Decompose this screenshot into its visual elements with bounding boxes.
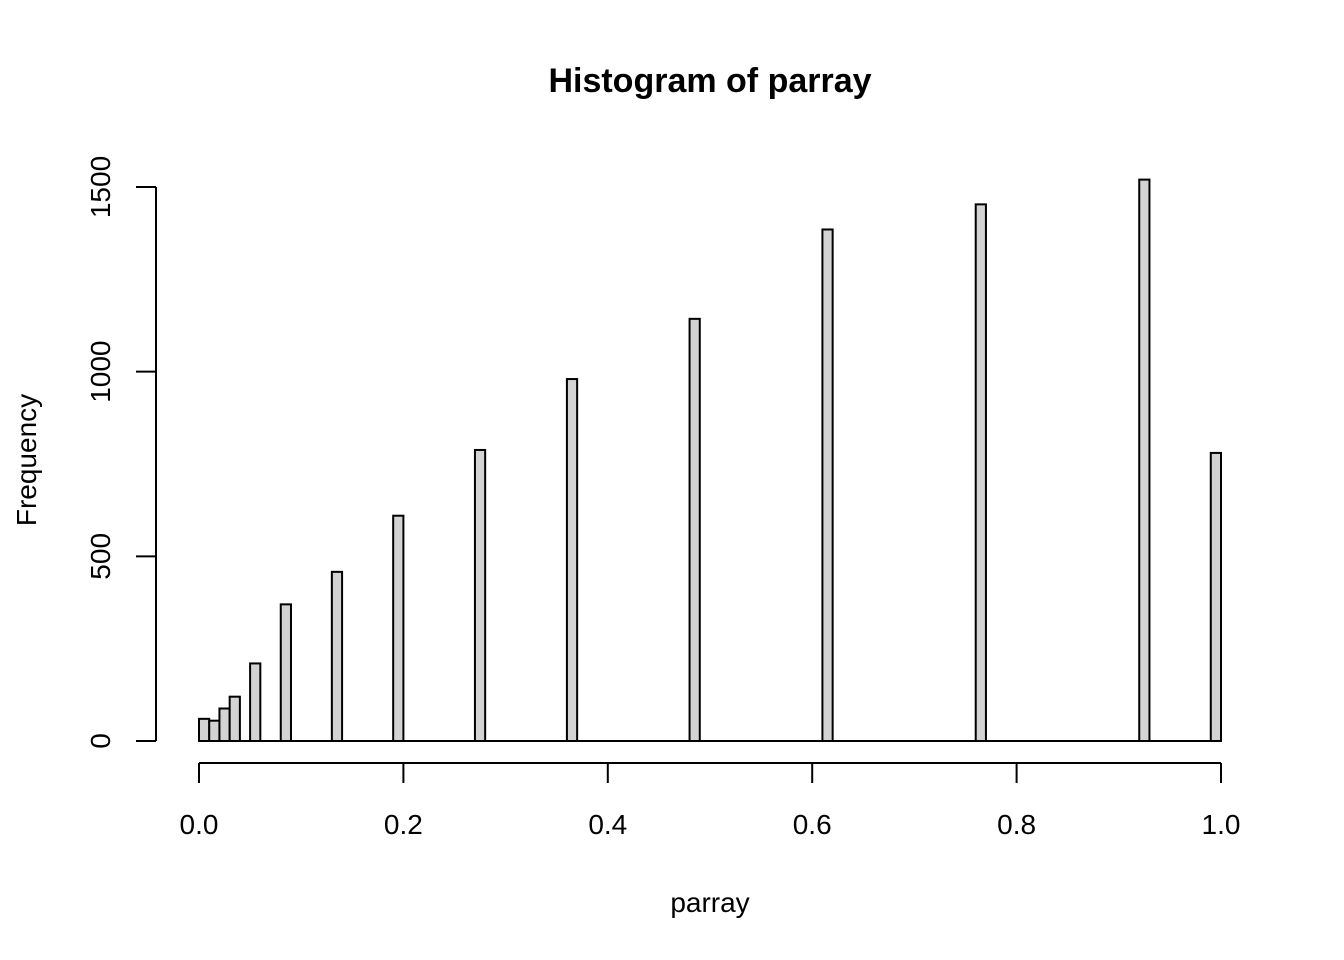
x-tick-label: 0.0 [180,809,219,840]
y-axis-label: Frequency [11,394,42,526]
histogram-bar [249,662,262,742]
histogram-bar [330,570,344,742]
histogram-bar [228,695,241,742]
x-axis-label: parray [670,887,749,918]
chart-title: Histogram of parray [548,62,871,100]
y-axis: 0 500 1000 1500 [85,156,157,749]
x-tick-label: 0.2 [384,809,423,840]
histogram-bar [1209,451,1223,742]
x-tick-label: 0.4 [588,809,627,840]
histogram-bar [218,707,231,742]
histogram-bar [473,448,487,742]
histogram-bar [821,228,834,742]
x-tick-label: 1.0 [1202,809,1241,840]
histogram-bar [279,603,292,743]
y-tick-label: 1000 [85,341,116,403]
histogram-bar [1138,178,1151,742]
histogram-bar [974,203,987,743]
y-tick-label: 500 [85,533,116,580]
histogram-bar [565,378,579,742]
histogram-bar [198,717,211,743]
x-axis: 0.0 0.2 0.4 0.6 0.8 1.0 [180,762,1241,840]
histogram-bar [392,514,405,742]
histogram-bar [208,719,221,742]
y-tick-label: 1500 [85,156,116,218]
x-tick-label: 0.8 [997,809,1036,840]
bars-group [198,178,1223,743]
x-tick-label: 0.6 [793,809,832,840]
y-tick-label: 0 [85,733,116,749]
histogram-bar [688,317,701,742]
